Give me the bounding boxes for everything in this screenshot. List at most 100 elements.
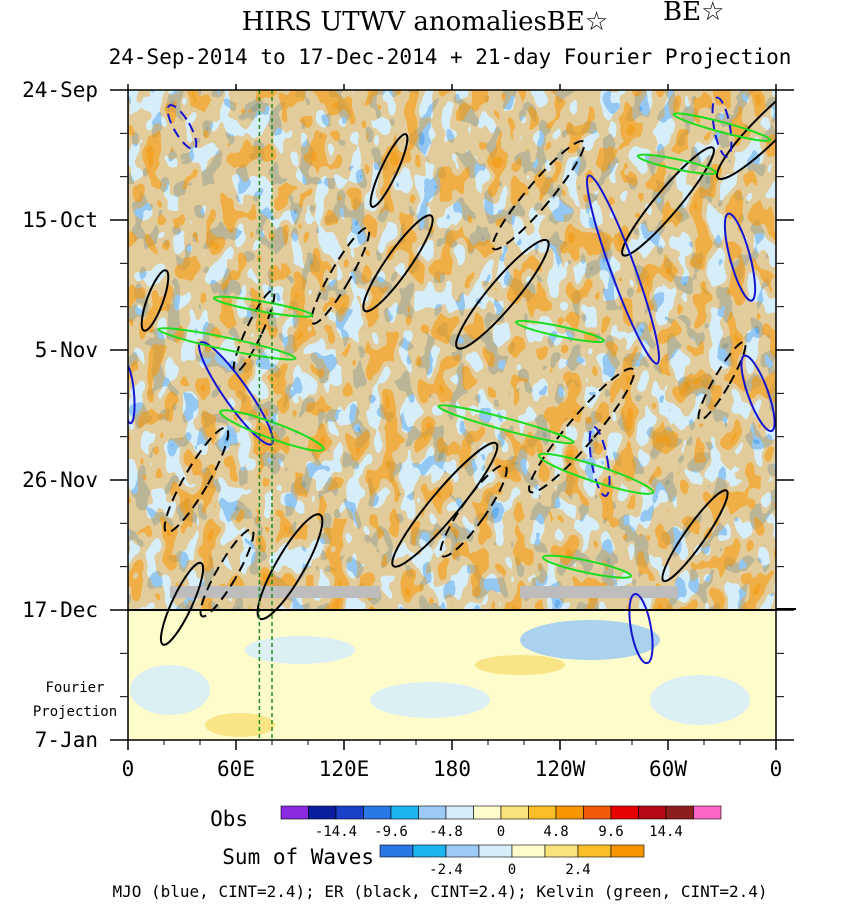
colorbar-swatch [693,805,722,820]
wave-contours [128,90,776,665]
colorbar-tick-label: 9.6 [598,824,623,840]
er-contour [163,426,230,534]
colorbar-tick-label: 14.4 [649,824,683,840]
er-contour [369,133,409,208]
kelvin-contour [514,319,606,343]
mjo-contour [198,341,274,446]
colorbar-swatch [610,805,639,820]
mjo-contour [740,354,776,433]
colorbar-tick-label: -14.4 [315,824,357,840]
x-tick-label: 0 [122,757,135,781]
mjo-contour [588,425,611,497]
kelvin-contour [219,409,325,452]
colorbar-swatch [445,844,480,858]
colorbar-swatch [577,844,612,858]
colorbar-swatch [390,805,419,820]
colorbar-swatch [308,805,337,820]
y-tick-label: 26-Nov [22,468,98,492]
colorbar-tick-label: -4.8 [429,824,463,840]
mjo-contour [723,212,757,302]
kelvin-contour [437,404,575,445]
x-tick-label: 180 [433,757,471,781]
colorbar-swatch [280,805,309,820]
colorbar-tick-label: 0 [508,862,516,878]
colorbar-name: Obs [210,807,248,831]
colorbar-swatch [610,844,645,858]
colorbar-sum-of-waves: -2.4 0 2.4 Sum of Waves [222,844,645,878]
kelvin-contour [212,295,314,318]
er-contour [661,489,729,583]
x-tick-label: 120W [535,757,586,781]
colorbar-swatch [665,805,694,820]
x-tick-label: 0 [770,757,783,781]
colorbar-swatch [500,805,529,820]
colorbar-swatch [583,805,612,820]
colorbar-tick-label: 2.4 [565,862,590,878]
mjo-contour [585,174,661,365]
er-contour [491,140,586,251]
er-contour [362,214,434,313]
kelvin-contour [537,452,655,495]
y-tick-label: 15-Oct [22,208,98,232]
projection-patches [130,620,750,737]
colorbar-swatch [555,805,584,820]
missing-data-strip [520,586,678,598]
colorbar-swatch [478,844,513,858]
er-contour [391,441,499,568]
reference-longitude-lines [258,90,273,740]
er-contour [140,269,170,332]
colorbar-swatch [511,844,546,858]
y-tick-label: 7-Jan [35,728,98,752]
plot-area [128,90,776,740]
projection-label-line2: Projection [33,704,117,720]
chart-title: HIRS UTWV anomaliesBE☆ [242,7,608,37]
er-contour [621,146,715,257]
missing-data-strip [170,586,380,598]
colorbar-swatch [418,805,447,820]
chart-title-superscript: BE☆ [663,0,724,27]
kelvin-contour [541,554,633,579]
mjo-contour [628,593,654,665]
projection-label-line1: Fourier [45,680,104,696]
y-tick-label: 24-Sep [22,78,98,102]
kelvin-contour [636,153,718,175]
colorbar-obs: -14.4 -9.6 -4.8 0 4.8 9.6 14.4 Obs [210,805,722,840]
colorbar-tick-label: 0 [497,824,505,840]
colorbar-tick-label: 4.8 [543,824,568,840]
er-contour [455,238,550,350]
er-contour [232,289,276,374]
y-axis: 24-Sep 15-Oct 5-Nov 26-Nov 17-Dec 7-Jan [22,78,794,752]
x-axis: 0 60E 120E 180 120W 60W 0 [122,84,783,781]
er-contour [199,528,255,618]
mjo-contour [711,96,733,158]
er-contour [528,367,636,494]
kelvin-contour [157,327,297,361]
colorbar-swatch [445,805,474,820]
wave-legend-footer: MJO (blue, CINT=2.4); ER (black, CINT=2.… [112,882,767,901]
er-contour [159,561,205,646]
x-tick-label: 120E [319,757,370,781]
mjo-contour [166,104,198,151]
colorbar-swatch [412,844,447,858]
er-contour [697,340,747,422]
er-contour [310,226,371,325]
y-tick-label: 17-Dec [22,598,98,622]
mjo-contour [128,362,136,425]
colorbar-swatch [638,805,667,820]
x-tick-label: 60E [217,757,255,781]
colorbar-tick-label: -9.6 [374,824,408,840]
colorbar-swatch [528,805,557,820]
er-contour [715,90,776,181]
colorbar-swatch [544,844,579,858]
x-tick-label: 60W [649,757,687,781]
obs-positive-anomalies [128,90,776,609]
colorbar-swatch [473,805,502,820]
colorbar-swatch [335,805,364,820]
y-tick-label: 5-Nov [35,338,98,362]
kelvin-contour [672,112,772,142]
colorbar-swatch [379,844,414,858]
colorbar-tick-label: -2.4 [429,862,463,878]
chart-subtitle: 24-Sep-2014 to 17-Dec-2014 + 21-day Four… [109,45,792,69]
colorbar-swatch [363,805,392,820]
colorbar-name: Sum of Waves [222,845,374,869]
